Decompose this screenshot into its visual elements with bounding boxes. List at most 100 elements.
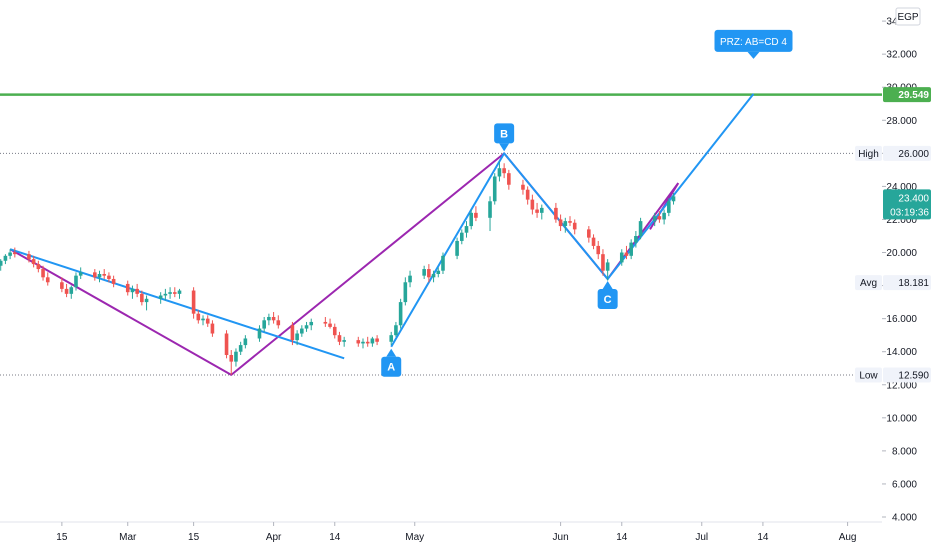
price-axis-background xyxy=(882,0,932,522)
candle-body xyxy=(93,272,97,278)
low-price-tag: 12.590 xyxy=(898,371,929,382)
point-marker-c[interactable]: C xyxy=(597,280,618,309)
x-tick-label: Jun xyxy=(553,532,569,543)
candle xyxy=(657,211,662,223)
candle xyxy=(568,216,572,227)
point-marker-b[interactable]: B xyxy=(494,123,515,152)
blue-trendline[interactable] xyxy=(9,248,345,360)
candle xyxy=(619,249,624,266)
candle xyxy=(591,234,596,250)
candle-body xyxy=(587,229,591,238)
candle-body xyxy=(300,328,304,334)
point-marker-a[interactable]: A xyxy=(381,348,402,377)
candle-body xyxy=(229,355,234,362)
candle-body xyxy=(403,282,408,303)
candle xyxy=(257,325,262,342)
candle-body xyxy=(361,341,365,344)
candle-body xyxy=(290,325,295,341)
y-tick-label: 20.000 xyxy=(886,248,917,259)
candle xyxy=(535,202,539,218)
candle xyxy=(125,280,130,296)
candle xyxy=(45,272,50,286)
candle xyxy=(93,269,97,281)
marker-label: A xyxy=(387,362,395,374)
candle xyxy=(474,206,478,222)
prz-annotation[interactable]: PRZ: AB=CD 4 xyxy=(714,29,793,59)
candle xyxy=(191,287,196,319)
candle-body xyxy=(332,326,337,336)
candle xyxy=(488,196,492,232)
time-axis-background xyxy=(0,522,932,550)
candle-body xyxy=(568,221,572,223)
candle-body xyxy=(328,323,332,327)
candle xyxy=(394,321,398,337)
candle-body xyxy=(365,341,370,344)
candle-body xyxy=(530,199,535,210)
y-tick-label: 24.000 xyxy=(886,182,917,193)
candle-body xyxy=(262,320,266,329)
candle xyxy=(507,169,511,190)
candle xyxy=(525,186,530,205)
candle xyxy=(102,269,107,279)
candle-body xyxy=(210,323,215,334)
candle-body xyxy=(356,340,361,344)
candle-body xyxy=(271,316,276,321)
candle xyxy=(356,336,361,347)
candle-body xyxy=(177,290,182,294)
candle-body xyxy=(539,207,544,213)
marker-label: C xyxy=(604,294,612,306)
candle xyxy=(634,231,638,248)
price-axis[interactable]: 34.00032.00030.00028.00026.00024.00022.0… xyxy=(882,0,932,524)
candle-body xyxy=(3,255,8,261)
x-tick-label: 14 xyxy=(329,532,341,543)
candle xyxy=(177,288,182,299)
candle-body xyxy=(375,338,379,342)
currency-badge[interactable]: EGP xyxy=(895,7,921,26)
candle xyxy=(205,315,210,327)
high-price-tag: 26.000 xyxy=(898,149,929,160)
candle-body xyxy=(521,184,525,190)
candle-body xyxy=(267,316,271,321)
candle xyxy=(469,209,474,230)
candle-body xyxy=(657,216,662,220)
candle-body xyxy=(422,269,426,276)
candle xyxy=(521,179,525,195)
marker-pointer xyxy=(386,348,397,357)
candle-body xyxy=(45,277,50,283)
candle xyxy=(196,310,201,324)
candle-body xyxy=(441,255,445,271)
candle-body xyxy=(558,219,563,227)
candle xyxy=(572,219,577,235)
candle xyxy=(309,318,314,331)
candle-body xyxy=(525,189,530,200)
candle-body xyxy=(389,335,394,342)
price-tag-box xyxy=(883,275,931,291)
candle xyxy=(398,298,403,329)
candle-body xyxy=(370,338,375,344)
candlestick-series xyxy=(0,161,676,375)
time-axis[interactable]: 15 Mar 15 Apr 14 May Jun 14 Jul 14 Aug xyxy=(0,521,932,550)
prz-annotation-pointer xyxy=(747,51,760,59)
candle xyxy=(554,202,558,223)
candle-body xyxy=(436,270,441,275)
candle xyxy=(605,259,610,281)
candle-body xyxy=(304,325,309,329)
marker-box xyxy=(381,356,402,377)
chart-drawings[interactable] xyxy=(0,93,882,376)
abcd-pattern-line[interactable] xyxy=(390,93,755,348)
candle-body xyxy=(629,242,633,256)
candle xyxy=(587,226,591,243)
y-tick-label: 4.000 xyxy=(892,513,917,524)
candle-body xyxy=(111,278,116,284)
candle-body xyxy=(634,235,638,243)
pattern-markers[interactable]: A B C PRZ: AB=CD 4 xyxy=(381,29,793,377)
candle xyxy=(601,249,605,276)
candle-body xyxy=(125,283,130,293)
candle-body xyxy=(69,287,74,294)
low-name-box xyxy=(855,367,882,383)
candle-body xyxy=(667,201,671,213)
candle xyxy=(78,267,83,279)
candle xyxy=(464,221,469,238)
candle xyxy=(558,214,563,232)
